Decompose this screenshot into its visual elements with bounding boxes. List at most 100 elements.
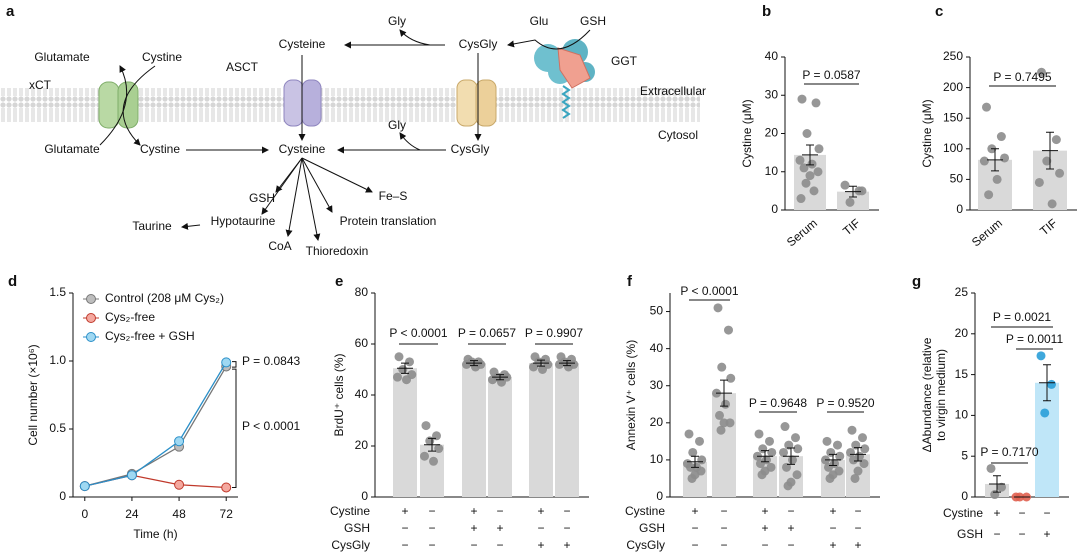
data-point (421, 421, 431, 431)
series-line (84, 366, 227, 487)
error-bar (825, 453, 841, 466)
error-bar (687, 455, 703, 468)
condition-value: + (496, 521, 503, 535)
data-point (1055, 168, 1065, 178)
y-tick-label: 80 (355, 285, 369, 299)
y-tick-label: 30 (765, 87, 779, 101)
data-point (792, 470, 802, 480)
condition-value: + (787, 521, 794, 535)
x-tick-label: Serum (969, 216, 1005, 249)
condition-value: + (761, 521, 768, 535)
data-point (788, 455, 797, 465)
condition-value: − (691, 521, 698, 535)
p-value: P = 0.0587 (802, 68, 860, 82)
x-tick-label: Serum (784, 216, 820, 249)
legend-label: Control (208 μM Cys₂) (105, 291, 224, 305)
diagram-label: Fe–S (379, 189, 408, 203)
condition-value: − (537, 521, 544, 535)
error-bar (716, 379, 732, 407)
legend-marker (86, 332, 96, 342)
data-point (462, 359, 471, 369)
p-value: P = 0.0657 (458, 326, 516, 340)
condition-label: CysGly (331, 538, 370, 552)
condition-value: − (787, 538, 794, 552)
panel-letter: a (6, 3, 15, 20)
condition-value: − (1018, 527, 1025, 541)
panel-letter: e (335, 273, 343, 290)
data-point (713, 303, 723, 313)
data-point (779, 447, 788, 457)
y-tick-label: 20 (955, 326, 969, 340)
condition-value: − (428, 538, 435, 552)
diagram-label: Thioredoxin (306, 244, 369, 258)
data-point (1047, 379, 1056, 389)
data-point (757, 470, 767, 480)
data-point (997, 482, 1006, 492)
error-bar (466, 360, 482, 367)
error-bar (783, 447, 799, 465)
diagram-label: Cytosol (658, 128, 698, 142)
data-point (992, 174, 1002, 184)
data-point (982, 102, 991, 112)
legend-label: Cys₂-free (105, 310, 155, 324)
error-bar (802, 144, 818, 166)
x-tick-label: 72 (220, 507, 234, 521)
condition-label: GSH (344, 521, 370, 535)
data-point (1040, 408, 1050, 418)
condition-value: − (829, 521, 836, 535)
diagram-label: GSH (249, 191, 275, 205)
p-value: P = 0.9907 (525, 326, 583, 340)
condition-label: CysGly (626, 538, 665, 552)
condition-value: − (428, 521, 435, 535)
y-tick-label: 50 (650, 304, 664, 318)
data-point (555, 359, 564, 369)
y-axis-label: Cell number (×10⁶) (26, 344, 40, 445)
data-point (990, 490, 1000, 500)
data-point (726, 373, 736, 383)
y-tick-label: 0 (59, 489, 66, 503)
p-value: P = 0.0021 (993, 310, 1051, 324)
y-tick-label: 60 (355, 336, 369, 350)
data-point (979, 156, 989, 166)
x-axis-label: Time (h) (133, 527, 177, 541)
data-point (715, 410, 724, 420)
x-tick-label: 0 (81, 507, 88, 521)
x-tick-label: TIF (1037, 216, 1060, 238)
condition-value: − (563, 521, 570, 535)
bar (529, 363, 553, 497)
y-tick-label: 20 (765, 126, 779, 140)
data-point (719, 418, 729, 428)
condition-label: Cystine (943, 506, 983, 520)
data-point (724, 325, 733, 335)
condition-label: Cystine (625, 504, 665, 518)
diagram-label: CoA (268, 239, 291, 253)
p-value: P < 0.0001 (242, 419, 300, 433)
condition-value: − (401, 538, 408, 552)
error-bar (492, 374, 508, 381)
y-tick-label: 30 (650, 378, 664, 392)
condition-value: − (854, 504, 861, 518)
data-point (429, 456, 438, 466)
data-point (780, 422, 790, 432)
y-tick-label: 20 (355, 438, 369, 452)
data-point (851, 440, 861, 450)
data-point (1034, 177, 1044, 187)
y-tick-label: 20 (650, 415, 664, 429)
condition-label: Cystine (330, 504, 370, 518)
data-point (434, 444, 444, 454)
condition-value: + (993, 506, 1000, 520)
diagram-label: GGT (611, 54, 638, 68)
data-point (796, 194, 806, 204)
p-value: P = 0.0843 (242, 354, 300, 368)
data-point (393, 372, 402, 382)
panel-letter: g (912, 273, 921, 290)
condition-value: − (470, 538, 477, 552)
data-point (471, 362, 480, 372)
y-tick-label: 0.5 (49, 421, 66, 435)
error-bar (1042, 131, 1058, 170)
data-point (782, 462, 791, 472)
error-bar (987, 148, 1003, 172)
data-point (721, 399, 730, 409)
condition-value: + (537, 504, 544, 518)
x-tick-label: 48 (172, 507, 186, 521)
